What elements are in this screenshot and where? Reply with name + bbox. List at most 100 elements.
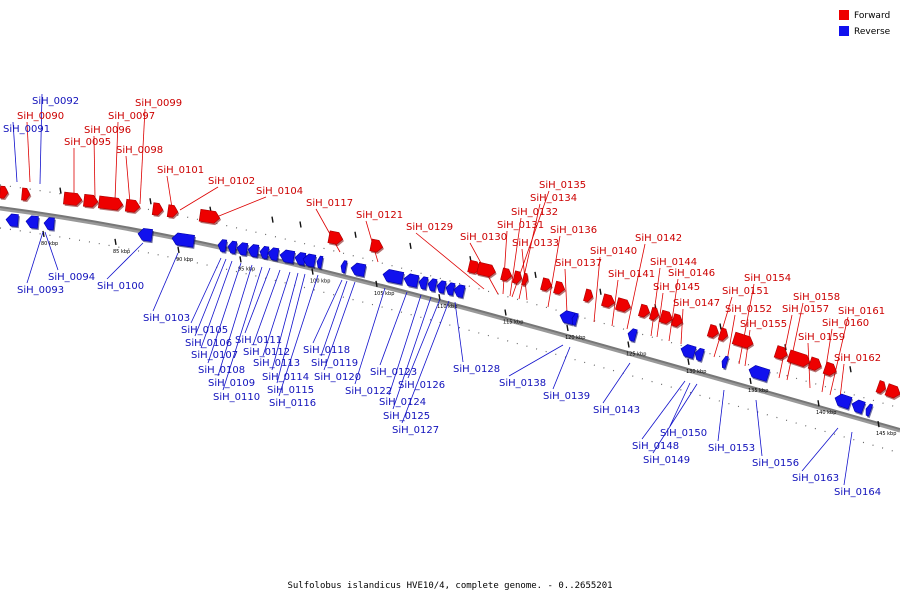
reverse-gene-label[interactable]: SiH_0109 (208, 378, 255, 389)
reverse-gene-arrow[interactable] (227, 240, 238, 254)
forward-gene-arrow[interactable] (500, 267, 514, 282)
forward-gene-label[interactable]: SiH_0097 (108, 111, 155, 122)
reverse-gene-arrow[interactable] (453, 284, 466, 298)
reverse-gene-label[interactable]: SiH_0123 (370, 367, 417, 378)
reverse-gene-label[interactable]: SiH_0139 (543, 391, 590, 402)
forward-gene-arrow[interactable] (706, 324, 720, 338)
forward-gene-arrow[interactable] (198, 208, 221, 224)
forward-gene-label[interactable]: SiH_0135 (539, 180, 586, 191)
forward-gene-label[interactable]: SiH_0117 (306, 198, 353, 209)
reverse-gene-label[interactable]: SiH_0112 (243, 347, 290, 358)
reverse-gene-arrow[interactable] (436, 280, 447, 294)
forward-gene-label[interactable]: SiH_0157 (782, 304, 829, 315)
forward-gene-arrow[interactable] (369, 238, 384, 253)
reverse-gene-arrow[interactable] (382, 268, 405, 285)
reverse-gene-arrow[interactable] (445, 282, 456, 296)
forward-gene-arrow[interactable] (151, 202, 164, 216)
forward-gene-label[interactable]: SiH_0130 (460, 232, 507, 243)
forward-gene-arrow[interactable] (476, 261, 497, 278)
reverse-gene-label[interactable]: SiH_0150 (660, 428, 707, 439)
reverse-gene-label[interactable]: SiH_0115 (267, 385, 314, 396)
forward-gene-arrow[interactable] (884, 383, 900, 400)
forward-gene-label[interactable]: SiH_0141 (608, 269, 655, 280)
reverse-gene-arrow[interactable] (864, 403, 874, 417)
reverse-gene-label[interactable]: SiH_0128 (453, 364, 500, 375)
reverse-gene-label[interactable]: SiH_0114 (262, 372, 309, 383)
forward-gene-arrow[interactable] (875, 380, 888, 394)
forward-gene-label[interactable]: SiH_0142 (635, 233, 682, 244)
reverse-gene-label[interactable]: SiH_0092 (32, 96, 79, 107)
reverse-gene-arrow[interactable] (43, 217, 55, 231)
reverse-gene-label[interactable]: SiH_0122 (345, 386, 392, 397)
forward-gene-arrow[interactable] (0, 185, 9, 199)
forward-gene-label[interactable]: SiH_0102 (208, 176, 255, 187)
reverse-gene-label[interactable]: SiH_0100 (97, 281, 144, 292)
forward-gene-label[interactable]: SiH_0098 (116, 145, 163, 156)
reverse-gene-arrow[interactable] (267, 247, 280, 261)
reverse-gene-label[interactable]: SiH_0106 (185, 338, 232, 349)
reverse-gene-arrow[interactable] (350, 262, 367, 277)
reverse-gene-arrow[interactable] (217, 239, 228, 253)
reverse-gene-arrow[interactable] (171, 232, 195, 248)
reverse-gene-label[interactable]: SiH_0091 (3, 124, 50, 135)
reverse-gene-label[interactable]: SiH_0127 (392, 425, 439, 436)
reverse-gene-arrow[interactable] (259, 245, 270, 260)
reverse-gene-label[interactable]: SiH_0126 (398, 380, 445, 391)
forward-gene-label[interactable]: SiH_0121 (356, 210, 403, 221)
forward-gene-label[interactable]: SiH_0145 (653, 282, 700, 293)
forward-gene-arrow[interactable] (512, 270, 524, 285)
reverse-gene-label[interactable]: SiH_0153 (708, 443, 755, 454)
reverse-gene-label[interactable]: SiH_0094 (48, 272, 95, 283)
reverse-gene-arrow[interactable] (679, 343, 697, 359)
reverse-gene-label[interactable]: SiH_0143 (593, 405, 640, 416)
forward-gene-label[interactable]: SiH_0134 (530, 193, 577, 204)
reverse-gene-label[interactable]: SiH_0149 (643, 455, 690, 466)
reverse-gene-label[interactable]: SiH_0164 (834, 487, 881, 498)
forward-gene-label[interactable]: SiH_0159 (798, 332, 845, 343)
reverse-gene-arrow[interactable] (137, 228, 153, 242)
forward-gene-label[interactable]: SiH_0151 (722, 286, 769, 297)
forward-gene-label[interactable]: SiH_0147 (673, 298, 720, 309)
reverse-gene-arrow[interactable] (302, 253, 317, 268)
forward-gene-label[interactable]: SiH_0096 (84, 125, 131, 136)
reverse-gene-arrow[interactable] (25, 215, 39, 229)
forward-gene-arrow[interactable] (615, 297, 632, 313)
reverse-gene-arrow[interactable] (747, 364, 771, 382)
forward-gene-label[interactable]: SiH_0136 (550, 225, 597, 236)
reverse-gene-arrow[interactable] (720, 355, 729, 369)
forward-gene-arrow[interactable] (648, 306, 660, 321)
forward-gene-label[interactable]: SiH_0154 (744, 273, 791, 284)
reverse-gene-label[interactable]: SiH_0125 (383, 411, 430, 422)
forward-gene-label[interactable]: SiH_0140 (590, 246, 637, 257)
reverse-gene-label[interactable]: SiH_0116 (269, 398, 316, 409)
forward-gene-label[interactable]: SiH_0099 (135, 98, 182, 109)
forward-gene-arrow[interactable] (807, 356, 823, 372)
reverse-gene-label[interactable]: SiH_0103 (143, 313, 190, 324)
reverse-gene-arrow[interactable] (340, 260, 348, 274)
forward-gene-arrow[interactable] (166, 204, 179, 218)
forward-gene-label[interactable]: SiH_0133 (512, 238, 559, 249)
forward-gene-label[interactable]: SiH_0090 (17, 111, 64, 122)
forward-gene-label[interactable]: SiH_0155 (740, 319, 787, 330)
reverse-gene-arrow[interactable] (626, 328, 638, 342)
forward-gene-label[interactable]: SiH_0104 (256, 186, 303, 197)
forward-gene-arrow[interactable] (521, 272, 530, 286)
forward-gene-label[interactable]: SiH_0158 (793, 292, 840, 303)
forward-gene-arrow[interactable] (786, 349, 812, 368)
forward-gene-label[interactable]: SiH_0162 (834, 353, 881, 364)
forward-gene-label[interactable]: SiH_0132 (511, 207, 558, 218)
reverse-gene-label[interactable]: SiH_0163 (792, 473, 839, 484)
reverse-gene-arrow[interactable] (418, 276, 429, 290)
reverse-gene-arrow[interactable] (693, 347, 705, 362)
reverse-gene-label[interactable]: SiH_0107 (191, 350, 238, 361)
reverse-gene-label[interactable]: SiH_0156 (752, 458, 799, 469)
reverse-gene-arrow[interactable] (850, 398, 866, 414)
forward-gene-label[interactable]: SiH_0137 (555, 258, 602, 269)
reverse-gene-arrow[interactable] (316, 255, 324, 269)
reverse-gene-arrow[interactable] (558, 309, 576, 325)
reverse-gene-label[interactable]: SiH_0119 (311, 358, 358, 369)
reverse-gene-arrow[interactable] (294, 252, 307, 266)
forward-gene-arrow[interactable] (21, 187, 31, 201)
forward-gene-arrow[interactable] (82, 193, 99, 208)
reverse-gene-arrow[interactable] (427, 278, 438, 292)
